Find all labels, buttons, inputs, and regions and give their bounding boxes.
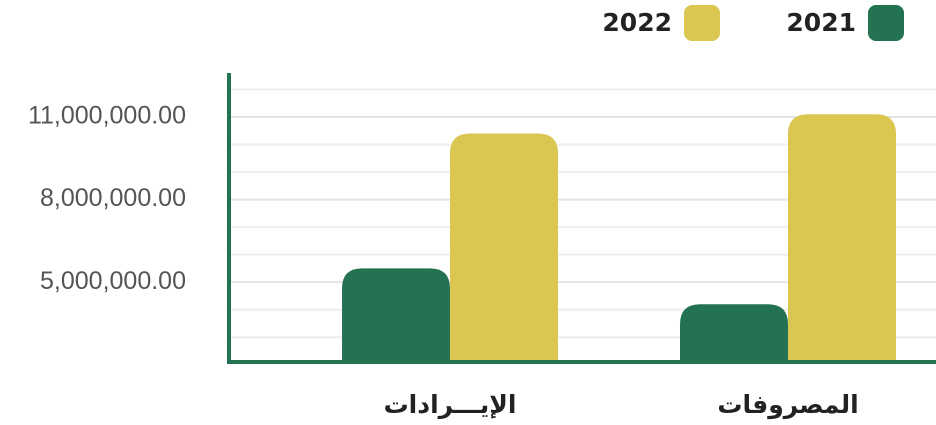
bar: [788, 114, 896, 363]
legend-swatch: [684, 5, 720, 41]
y-tick-label: 5,000,000.00: [40, 267, 186, 295]
legend-label: 2021: [786, 8, 856, 37]
y-tick-label: 8,000,000.00: [40, 184, 186, 212]
bar: [680, 304, 788, 362]
legend-swatch: [868, 5, 904, 41]
bar: [450, 133, 558, 362]
x-tick-label: الإيـــرادات: [384, 390, 517, 420]
bar: [342, 268, 450, 362]
x-tick-label: المصروفات: [717, 390, 858, 420]
y-tick-label: 11,000,000.00: [28, 102, 186, 130]
legend-label: 2022: [602, 8, 672, 37]
